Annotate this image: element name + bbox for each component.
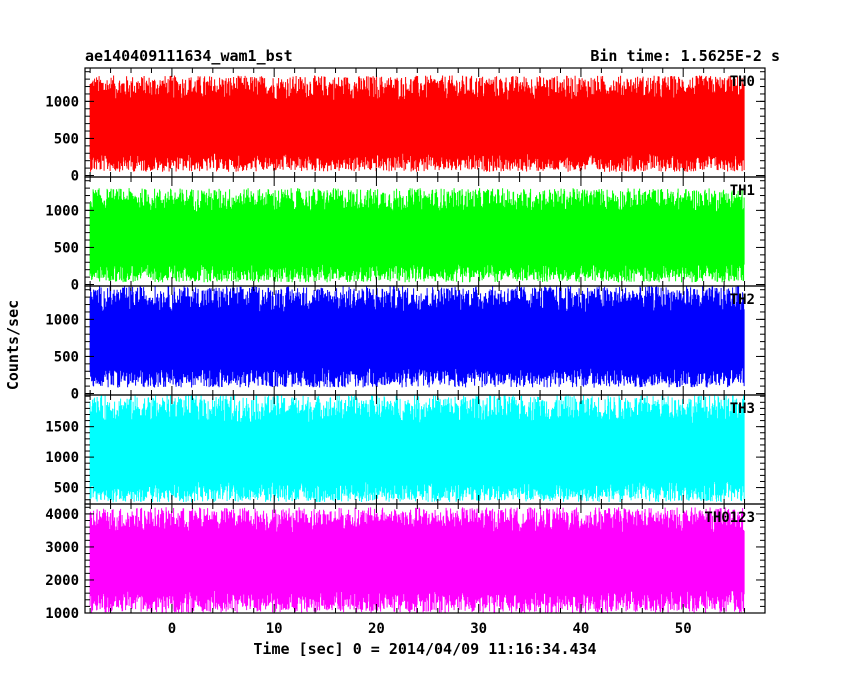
y-tick-label: 0 bbox=[71, 278, 79, 294]
panel-name-label: TH1 bbox=[730, 183, 755, 199]
series-th0123 bbox=[89, 507, 745, 613]
y-tick-label: 1000 bbox=[45, 606, 79, 622]
panel-name-label: TH2 bbox=[730, 292, 755, 308]
x-tick-labels: 0 10 20 30 40 50 bbox=[168, 621, 692, 637]
y-tick-label: 500 bbox=[54, 240, 79, 256]
y-tick-label: 500 bbox=[54, 131, 79, 147]
panel-name-label: TH0 bbox=[730, 74, 755, 90]
panel-name-label: TH0123 bbox=[704, 510, 755, 526]
x-tick-label: 10 bbox=[266, 621, 283, 637]
x-tick-label: 30 bbox=[470, 621, 487, 637]
x-tick-label: 40 bbox=[573, 621, 590, 637]
series-th0 bbox=[89, 75, 745, 172]
panel-th2: 0 500 1000 TH2 bbox=[45, 285, 766, 403]
y-tick-label: 500 bbox=[54, 349, 79, 365]
x-axis-label: Time [sec] 0 = 2014/04/09 11:16:34.434 bbox=[253, 640, 596, 658]
y-tick-label: 1500 bbox=[45, 420, 79, 436]
y-tick-label: 1000 bbox=[45, 94, 79, 110]
chart-title: ae140409111634_wam1_bst bbox=[85, 47, 293, 65]
y-tick-label: 0 bbox=[71, 387, 79, 403]
panel-frame bbox=[84, 503, 766, 614]
y-tick-label: 0 bbox=[71, 169, 79, 185]
y-tick-label: 1000 bbox=[45, 203, 79, 219]
y-tick-label: 2000 bbox=[45, 573, 79, 589]
x-tick-label: 20 bbox=[368, 621, 385, 637]
y-tick-label: 1000 bbox=[45, 312, 79, 328]
panel-th0: 0 500 1000 TH0 bbox=[45, 67, 766, 185]
series-th2 bbox=[89, 286, 745, 388]
panel-th3: 500 1000 1500 TH3 bbox=[45, 394, 766, 505]
y-tick-label: 4000 bbox=[45, 507, 79, 523]
panel-th1: 0 500 1000 TH1 bbox=[45, 176, 766, 294]
x-tick-label: 50 bbox=[675, 621, 692, 637]
bin-time-label: Bin time: 1.5625E-2 s bbox=[590, 47, 780, 65]
y-tick-label: 500 bbox=[54, 481, 79, 497]
y-tick-label: 3000 bbox=[45, 540, 79, 556]
y-tick-label: 1000 bbox=[45, 450, 79, 466]
panel-name-label: TH3 bbox=[730, 401, 755, 417]
series-th1 bbox=[89, 188, 745, 283]
panels: 0 500 1000 TH0 0 500 1000 TH1 0 500 1000 TH2 500 1000… bbox=[45, 67, 766, 622]
panel-th0123: 1000 2000 3000 4000 TH0123 bbox=[45, 503, 766, 622]
series-th3 bbox=[89, 395, 745, 503]
x-tick-label: 0 bbox=[168, 621, 176, 637]
y-axis-label: Counts/sec bbox=[4, 300, 22, 390]
